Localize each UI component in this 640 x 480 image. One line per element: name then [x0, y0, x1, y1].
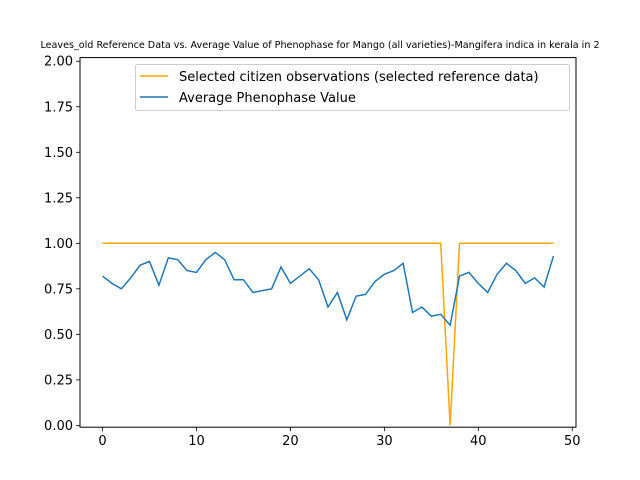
- y-tick-label: 1.00: [44, 237, 73, 252]
- y-tick-label: 0.25: [44, 373, 73, 388]
- y-tick-label: 2.00: [44, 55, 73, 70]
- x-axis: 0 10 20 30 40 50: [98, 427, 581, 449]
- plot-lines: [102, 242, 555, 426]
- plot-frame: [79, 57, 577, 428]
- legend-label-citizen-observations: Selected citizen observations (selected …: [179, 70, 539, 85]
- legend-box: [135, 64, 570, 111]
- series-line-citizen-observations: [102, 242, 554, 426]
- y-tick-label: 1.25: [44, 191, 73, 206]
- x-tick-label: 30: [376, 434, 393, 449]
- y-tick-label: 0.50: [44, 328, 73, 343]
- legend: Selected citizen observations (selected …: [135, 64, 570, 111]
- x-tick-label: 10: [188, 434, 205, 449]
- y-tick-label: 1.75: [44, 100, 73, 115]
- y-tick-label: 1.50: [44, 146, 73, 161]
- x-tick-label: 40: [470, 434, 487, 449]
- x-tick-label: 50: [564, 434, 581, 449]
- y-tick-label: 0.75: [44, 282, 73, 297]
- x-tick-label: 20: [282, 434, 299, 449]
- series-line-average-phenophase: [102, 251, 555, 327]
- legend-label-average-phenophase: Average Phenophase Value: [179, 91, 356, 106]
- chart-title: Leaves_old Reference Data vs. Average Va…: [40, 40, 599, 51]
- y-tick-label: 0.00: [44, 419, 73, 434]
- y-axis: 0.00 0.25 0.50 0.75 1.00 1.25 1.50 1.75 2.00: [44, 55, 80, 434]
- x-tick-label: 0: [98, 434, 106, 449]
